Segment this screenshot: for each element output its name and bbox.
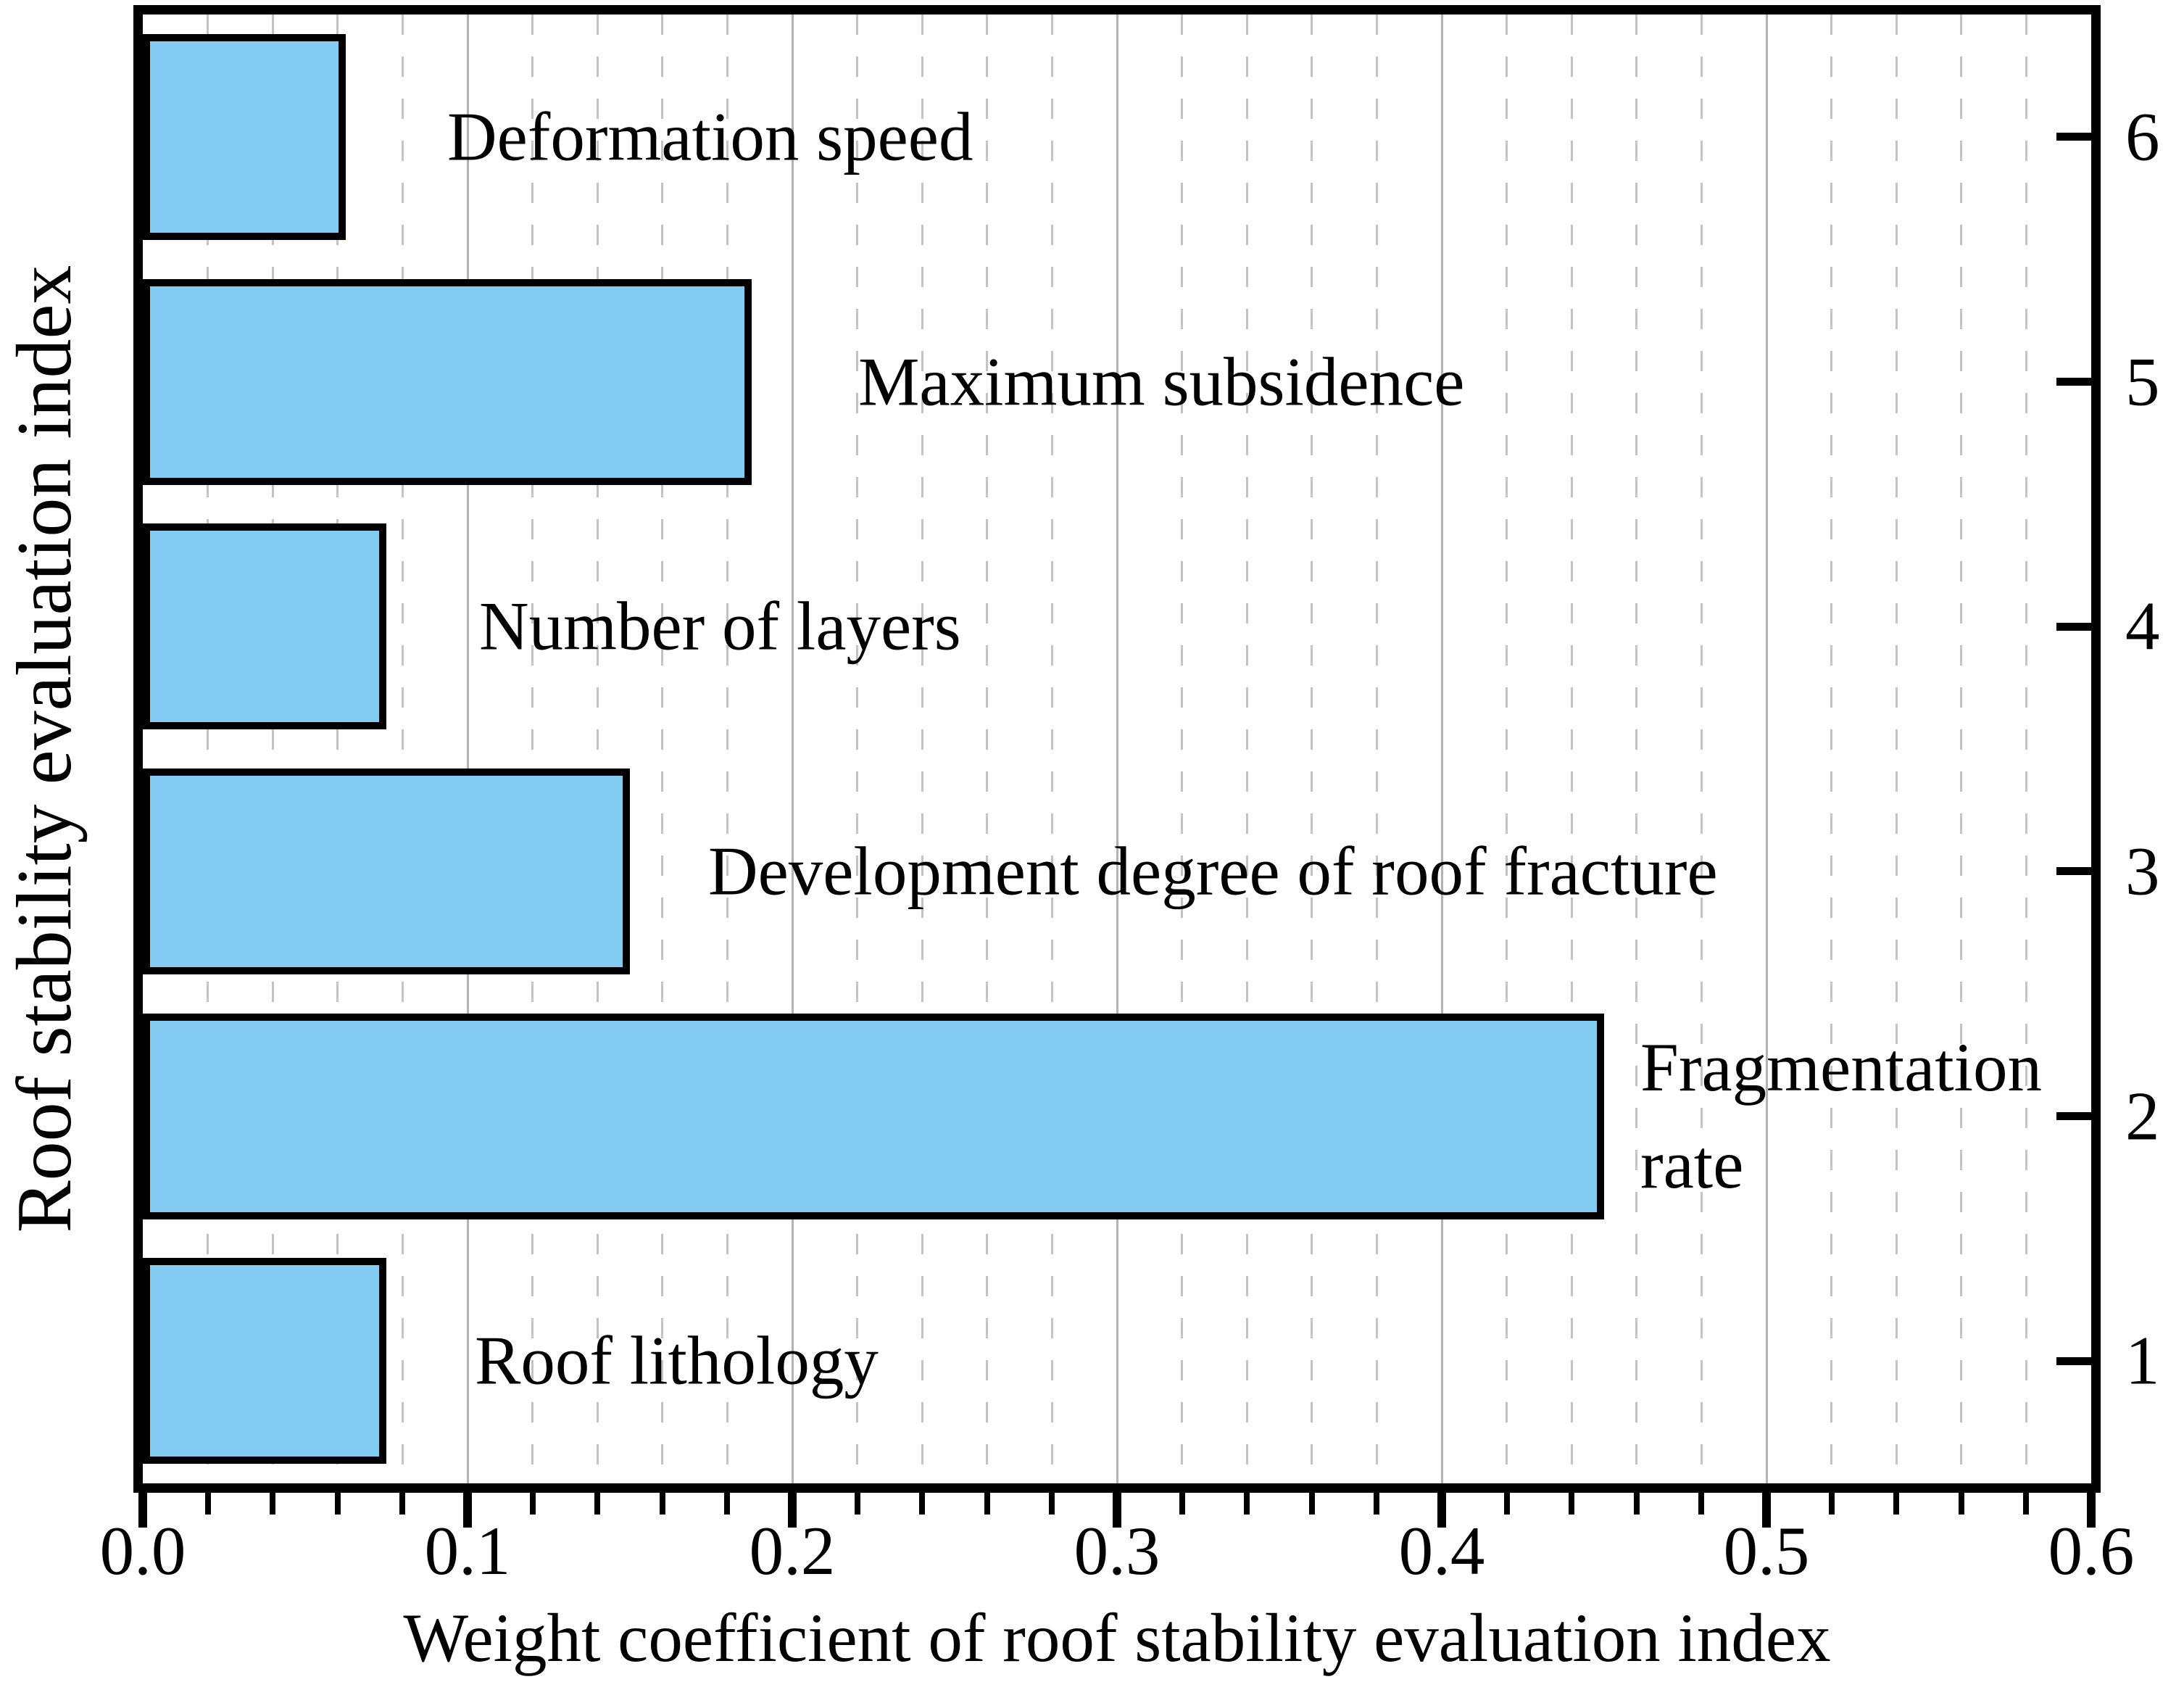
x-minor-tick bbox=[1374, 1493, 1380, 1515]
minor-gridline bbox=[1311, 14, 1313, 1483]
right-axis-tick bbox=[2056, 1112, 2091, 1120]
minor-gridline bbox=[1050, 14, 1053, 1483]
x-minor-tick bbox=[1893, 1493, 1900, 1515]
x-axis-tick-label: 0.5 bbox=[1723, 1512, 1810, 1589]
minor-gridline bbox=[986, 14, 989, 1483]
plot-area bbox=[133, 5, 2101, 1493]
x-minor-tick bbox=[854, 1493, 860, 1515]
x-major-tick bbox=[1437, 1493, 1446, 1528]
x-minor-tick bbox=[659, 1493, 665, 1515]
x-minor-tick bbox=[1698, 1493, 1705, 1515]
minor-gridline bbox=[1700, 14, 1703, 1483]
major-gridline bbox=[1116, 14, 1118, 1483]
x-minor-tick bbox=[529, 1493, 536, 1515]
bars-layer bbox=[143, 14, 2091, 1483]
y-axis-title: Roof stability evaluation index bbox=[1, 265, 88, 1233]
x-minor-tick bbox=[1958, 1493, 1964, 1515]
minor-gridline bbox=[856, 14, 859, 1483]
x-major-tick bbox=[138, 1493, 147, 1528]
x-axis-tick-label: 0.1 bbox=[424, 1512, 511, 1589]
right-axis-tick-label: 5 bbox=[2125, 343, 2160, 420]
minor-gridline bbox=[401, 14, 404, 1483]
right-axis-tick bbox=[2056, 1356, 2091, 1365]
x-minor-tick bbox=[1633, 1493, 1640, 1515]
x-axis-title: Weight coefficient of roof stability eva… bbox=[403, 1599, 1831, 1676]
major-gridline bbox=[791, 14, 794, 1483]
bar-label-1: Roof lithology bbox=[475, 1322, 879, 1399]
minor-gridline bbox=[726, 14, 728, 1483]
major-gridline bbox=[1765, 14, 1768, 1483]
right-axis-tick-label: 1 bbox=[2125, 1322, 2160, 1399]
x-minor-tick bbox=[1828, 1493, 1835, 1515]
bar-2 bbox=[143, 1013, 1604, 1219]
x-minor-tick bbox=[1569, 1493, 1575, 1515]
right-axis-ticks-layer bbox=[143, 14, 2091, 1483]
x-minor-tick bbox=[270, 1493, 276, 1515]
minor-gridline bbox=[1635, 14, 1638, 1483]
right-axis-tick bbox=[2056, 622, 2091, 631]
x-minor-tick bbox=[204, 1493, 211, 1515]
x-major-tick bbox=[1762, 1493, 1771, 1528]
x-axis-tick-label: 0.4 bbox=[1398, 1512, 1485, 1589]
bar-label-4: Number of layers bbox=[479, 587, 961, 665]
x-minor-tick bbox=[984, 1493, 990, 1515]
minor-gridline bbox=[1830, 14, 1833, 1483]
x-minor-tick bbox=[594, 1493, 601, 1515]
minor-gridline bbox=[207, 14, 209, 1483]
minor-gridline bbox=[921, 14, 923, 1483]
minor-gridline bbox=[2025, 14, 2027, 1483]
x-axis-tick-label: 0.2 bbox=[749, 1512, 836, 1589]
minor-gridline bbox=[596, 14, 599, 1483]
x-axis-tick-label: 0.0 bbox=[99, 1512, 186, 1589]
gridlines-layer bbox=[143, 14, 2091, 1483]
bar-label-5: Maximum subsidence bbox=[858, 343, 1465, 420]
major-gridline bbox=[1440, 14, 1443, 1483]
x-minor-tick bbox=[1049, 1493, 1055, 1515]
x-minor-tick bbox=[1308, 1493, 1315, 1515]
minor-gridline bbox=[1570, 14, 1573, 1483]
x-minor-tick bbox=[919, 1493, 926, 1515]
minor-gridline bbox=[661, 14, 664, 1483]
minor-gridline bbox=[1960, 14, 1963, 1483]
x-major-tick bbox=[788, 1493, 797, 1528]
x-minor-tick bbox=[334, 1493, 341, 1515]
x-major-tick bbox=[1113, 1493, 1121, 1528]
x-minor-tick bbox=[724, 1493, 731, 1515]
right-axis-tick bbox=[2056, 867, 2091, 876]
right-axis-tick-label: 4 bbox=[2125, 587, 2160, 665]
right-axis-tick-label: 2 bbox=[2125, 1077, 2160, 1154]
x-minor-tick bbox=[1244, 1493, 1250, 1515]
minor-gridline bbox=[1181, 14, 1184, 1483]
x-minor-tick bbox=[399, 1493, 406, 1515]
bar-3 bbox=[143, 768, 630, 974]
bar-label-3: Development degree of roof fracture bbox=[708, 832, 1718, 910]
bar-6 bbox=[143, 33, 346, 240]
minor-gridline bbox=[1245, 14, 1248, 1483]
minor-gridline bbox=[1506, 14, 1508, 1483]
minor-gridline bbox=[531, 14, 534, 1483]
x-minor-tick bbox=[1503, 1493, 1510, 1515]
minor-gridline bbox=[271, 14, 274, 1483]
bar-1 bbox=[143, 1258, 386, 1464]
bar-5 bbox=[143, 278, 752, 485]
x-axis-tick-label: 0.6 bbox=[2048, 1512, 2135, 1589]
x-major-tick bbox=[2087, 1493, 2096, 1528]
minor-gridline bbox=[1375, 14, 1378, 1483]
x-major-tick bbox=[463, 1493, 472, 1528]
right-axis-tick bbox=[2056, 133, 2091, 141]
bar-4 bbox=[143, 523, 386, 730]
right-axis-tick-label: 6 bbox=[2125, 98, 2160, 175]
major-gridline bbox=[466, 14, 469, 1483]
x-minor-tick bbox=[2023, 1493, 2030, 1515]
right-axis-tick-label: 3 bbox=[2125, 832, 2160, 910]
x-minor-tick bbox=[1179, 1493, 1185, 1515]
x-axis-tick-label: 0.3 bbox=[1074, 1512, 1160, 1589]
bar-label-6: Deformation speed bbox=[447, 98, 973, 175]
right-axis-tick bbox=[2056, 378, 2091, 386]
minor-gridline bbox=[336, 14, 339, 1483]
bar-label-2: Fragmentation rate bbox=[1640, 1028, 2043, 1204]
minor-gridline bbox=[1895, 14, 1898, 1483]
